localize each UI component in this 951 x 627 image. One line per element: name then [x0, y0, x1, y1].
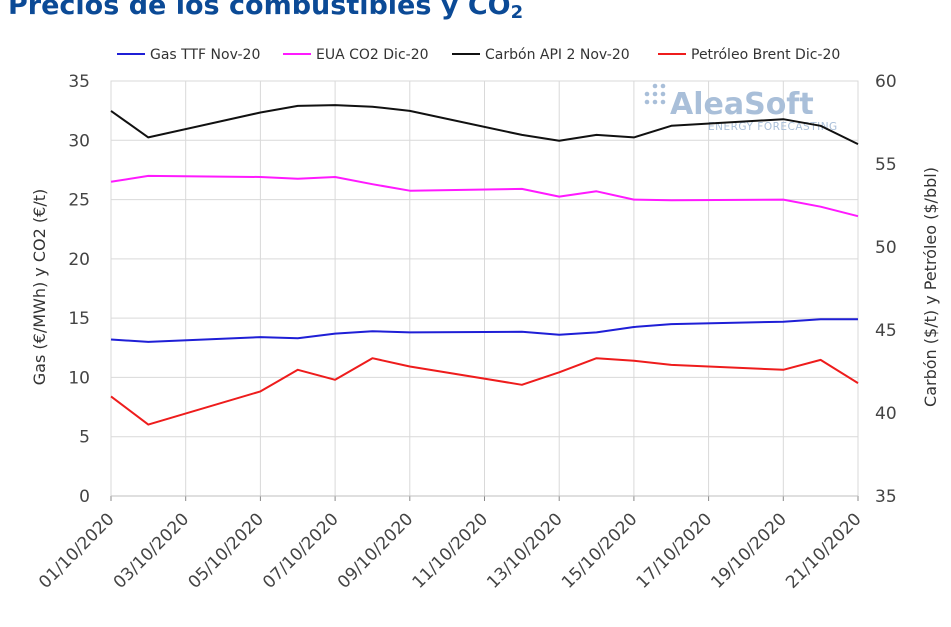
x-tick-label: 11/10/2020: [409, 509, 492, 592]
y-left-tick-label: 35: [68, 72, 90, 92]
series-line-1: [110, 174, 859, 218]
y-right-tick-label: 50: [875, 238, 897, 258]
series-line-2: [110, 104, 859, 145]
watermark-name: AleaSoft: [670, 87, 814, 122]
y-right-tick-label: 40: [875, 404, 897, 424]
legend-label-2: Carbón API 2 Nov-20: [485, 47, 630, 63]
x-tick-label: 21/10/2020: [782, 509, 865, 592]
y-left-tick-label: 15: [68, 309, 90, 329]
x-tick-label: 15/10/2020: [558, 509, 641, 592]
y-right-tick-label: 45: [875, 321, 897, 341]
y-left-tick-label: 5: [79, 428, 90, 448]
legend-label-1: EUA CO2 Dic-20: [316, 47, 429, 63]
y-right-tick-label: 35: [875, 487, 897, 507]
x-tick-label: 03/10/2020: [110, 509, 193, 592]
y-right-tick-label: 60: [875, 72, 897, 92]
x-tick-label: 07/10/2020: [259, 509, 342, 592]
legend-label-3: Petróleo Brent Dic-20: [691, 47, 840, 63]
series-line-0: [110, 318, 858, 343]
y-axis-left-label: Gas (€/MWh) y CO2 (€/t): [30, 189, 49, 385]
legend-label-0: Gas TTF Nov-20: [150, 47, 260, 63]
chart-title: Precios de los combustibles y CO2: [8, 0, 523, 23]
y-left-tick-label: 10: [68, 368, 90, 388]
x-tick-label: 09/10/2020: [334, 509, 417, 592]
x-tick-label: 05/10/2020: [185, 509, 268, 592]
series-line-3: [110, 357, 859, 426]
x-tick-label: 01/10/2020: [35, 509, 118, 592]
x-tick-label: 17/10/2020: [633, 509, 716, 592]
chart-title-text: Precios de los combustibles y CO: [8, 0, 511, 21]
logo-dots-icon: [644, 83, 666, 105]
y-right-tick-label: 55: [875, 155, 897, 175]
x-tick-label: 19/10/2020: [707, 509, 790, 592]
grid: [110, 80, 859, 497]
y-left-tick-label: 20: [68, 250, 90, 270]
y-left-tick-label: 30: [68, 131, 90, 151]
y-axis-right-label: Carbón ($/t) y Petróleo ($/bbl): [921, 167, 940, 407]
x-tick-label: 13/10/2020: [483, 509, 566, 592]
legend: Gas TTF Nov-20 EUA CO2 Dic-20 Carbón API 2…: [117, 47, 840, 63]
series-lines: [110, 104, 859, 426]
chart-title-subscript: 2: [510, 2, 524, 23]
y-left-tick-label: 0: [79, 487, 90, 507]
y-left-tick-label: 25: [68, 191, 90, 211]
